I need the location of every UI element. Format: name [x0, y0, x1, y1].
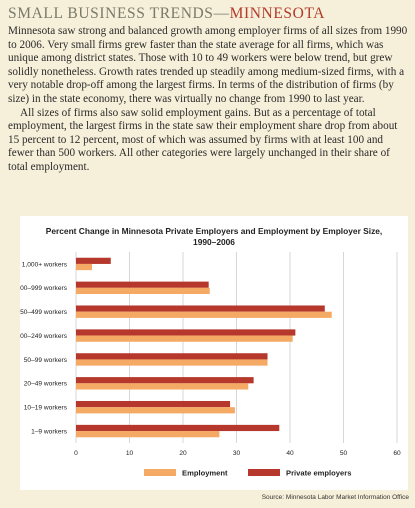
paragraph-2: All sizes of firms also saw solid employ… [8, 106, 398, 173]
bar-employment-4 [76, 359, 268, 366]
category-label-6: 10–19 workers [24, 405, 68, 412]
x-tick-label-6: 60 [393, 450, 401, 457]
bar-private-employers-7 [76, 424, 280, 432]
bar-employment-0 [76, 263, 93, 271]
bar-private-employers-5 [76, 377, 254, 384]
legend-label-1: Private employers [286, 469, 351, 478]
category-label-2: 250–499 workers [20, 309, 68, 316]
legend: Employment Private employers [144, 469, 351, 478]
bar-employment-1 [76, 287, 210, 295]
bar-employment-2 [76, 311, 332, 318]
bar-private-employers-1 [76, 281, 209, 288]
x-tick-labels: 0 10 20 30 40 50 60 [74, 450, 401, 457]
category-label-4: 50–99 workers [24, 357, 68, 364]
x-tick-label-0: 0 [74, 450, 78, 457]
title-prefix: SMALL BUSINESS TRENDS— [8, 5, 230, 22]
bar-chart: Percent Change in Minnesota Private Empl… [20, 226, 401, 478]
x-tick-label-5: 50 [340, 450, 348, 457]
bar-employment-7 [76, 431, 220, 438]
bar-private-employers-4 [76, 353, 268, 360]
paragraph-1: Minnesota saw strong and balanced growth… [8, 25, 408, 105]
article-body: Minnesota saw strong and balanced growth… [8, 25, 410, 175]
source-note: Source: Minnesota Labor Market Informati… [261, 494, 409, 501]
category-label-3: 100–249 workers [20, 333, 68, 340]
legend-swatch-0 [144, 469, 176, 476]
bar-private-employers-0 [76, 257, 111, 264]
category-labels: 1,000+ workers 500–999 workers 250–499 wor… [20, 261, 68, 435]
category-label-0: 1,000+ workers [22, 261, 68, 268]
bar-private-employers-2 [76, 305, 325, 312]
x-tick-label-1: 10 [126, 450, 134, 457]
grid-lines [75, 252, 398, 443]
bars [76, 257, 332, 438]
category-label-1: 500–999 workers [20, 285, 68, 292]
chart-panel: Percent Change in Minnesota Private Empl… [20, 216, 408, 490]
x-tick-label-2: 20 [179, 450, 187, 457]
category-label-5: 20–49 workers [24, 381, 68, 388]
x-tick-label-4: 40 [286, 450, 294, 457]
bar-private-employers-6 [76, 400, 231, 408]
bar-employment-6 [76, 407, 235, 414]
bar-employment-3 [76, 335, 293, 342]
page-title: SMALL BUSINESS TRENDS—MINNESOTA [8, 5, 325, 23]
chart-title-line1: Percent Change in Minnesota Private Empl… [46, 226, 383, 236]
legend-swatch-1 [248, 469, 280, 476]
title-state: MINNESOTA [229, 5, 326, 22]
bar-private-employers-3 [76, 329, 296, 336]
legend-label-0: Employment [182, 469, 228, 478]
category-label-7: 1–9 workers [31, 428, 68, 435]
x-tick-label-3: 30 [233, 450, 241, 457]
bar-employment-5 [76, 383, 249, 390]
chart-title-line2: 1990–2006 [193, 237, 235, 247]
